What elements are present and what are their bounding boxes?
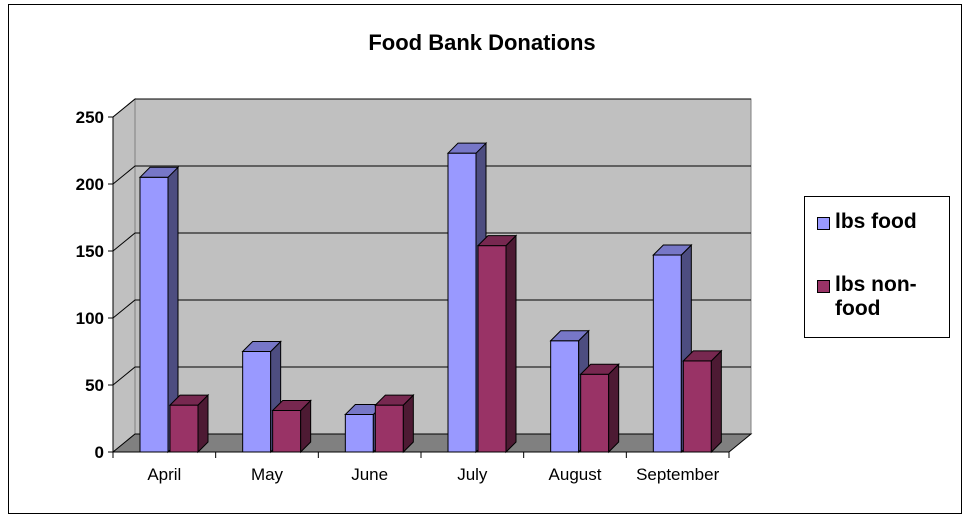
bar-lbs-non-food-august [580,373,610,453]
bar-top [549,330,590,342]
bar-top [579,363,620,375]
x-tick-label: May [251,465,284,484]
x-tick-label: July [457,465,488,484]
bar-top [476,235,518,247]
bar-lbs-food-may [242,351,272,453]
bar-top [138,166,180,178]
legend-label-lbs-non-food: lbs non-food [835,273,917,320]
y-tick-label: 150 [76,242,104,261]
x-tick-label: September [636,465,719,484]
gridline [112,165,751,185]
gridline [112,98,751,118]
bar-top [682,350,723,362]
bar-lbs-non-food-april [169,404,199,453]
bar-top [374,394,415,406]
bar-lbs-non-food-july [477,245,507,453]
bar-top [168,394,210,406]
bar-side [710,349,722,454]
legend-item-lbs-non-food: lbs non-food [817,273,947,321]
bar-lbs-food-june [344,413,374,453]
bar-lbs-food-july [447,152,477,453]
y-tick-label: 200 [76,175,104,194]
bar-lbs-food-august [550,340,580,453]
legend-item-lbs-food: lbs food [817,210,947,234]
legend-label-lbs-food: lbs food [835,210,917,233]
y-tick-label: 0 [95,443,104,462]
bar-lbs-non-food-september [682,360,712,453]
x-tick-label: April [147,465,181,484]
bar-lbs-non-food-june [374,404,404,453]
legend-swatch-lbs-non-food [817,280,830,293]
bar-top [271,399,312,411]
bar-lbs-food-april [139,176,169,453]
y-tick-label: 50 [85,376,104,395]
bar-top [446,142,488,154]
y-tick-label: 100 [76,309,104,328]
gridline [112,366,751,386]
bar-top [652,244,693,256]
bar-lbs-non-food-may [272,409,302,453]
y-tick-label: 250 [76,108,104,127]
bar-side [608,363,620,454]
chart-title: Food Bank Donations [368,30,596,55]
bar-top [241,341,282,352]
side-wall [112,97,136,454]
bar-lbs-food-september [652,254,682,453]
bar-side [505,234,517,454]
gridline [112,299,751,319]
gridline [112,232,751,252]
x-tick-label: June [351,465,388,484]
x-tick-label: August [549,465,602,484]
legend: lbs food lbs non-food [804,196,950,338]
legend-swatch-lbs-food [817,217,830,230]
